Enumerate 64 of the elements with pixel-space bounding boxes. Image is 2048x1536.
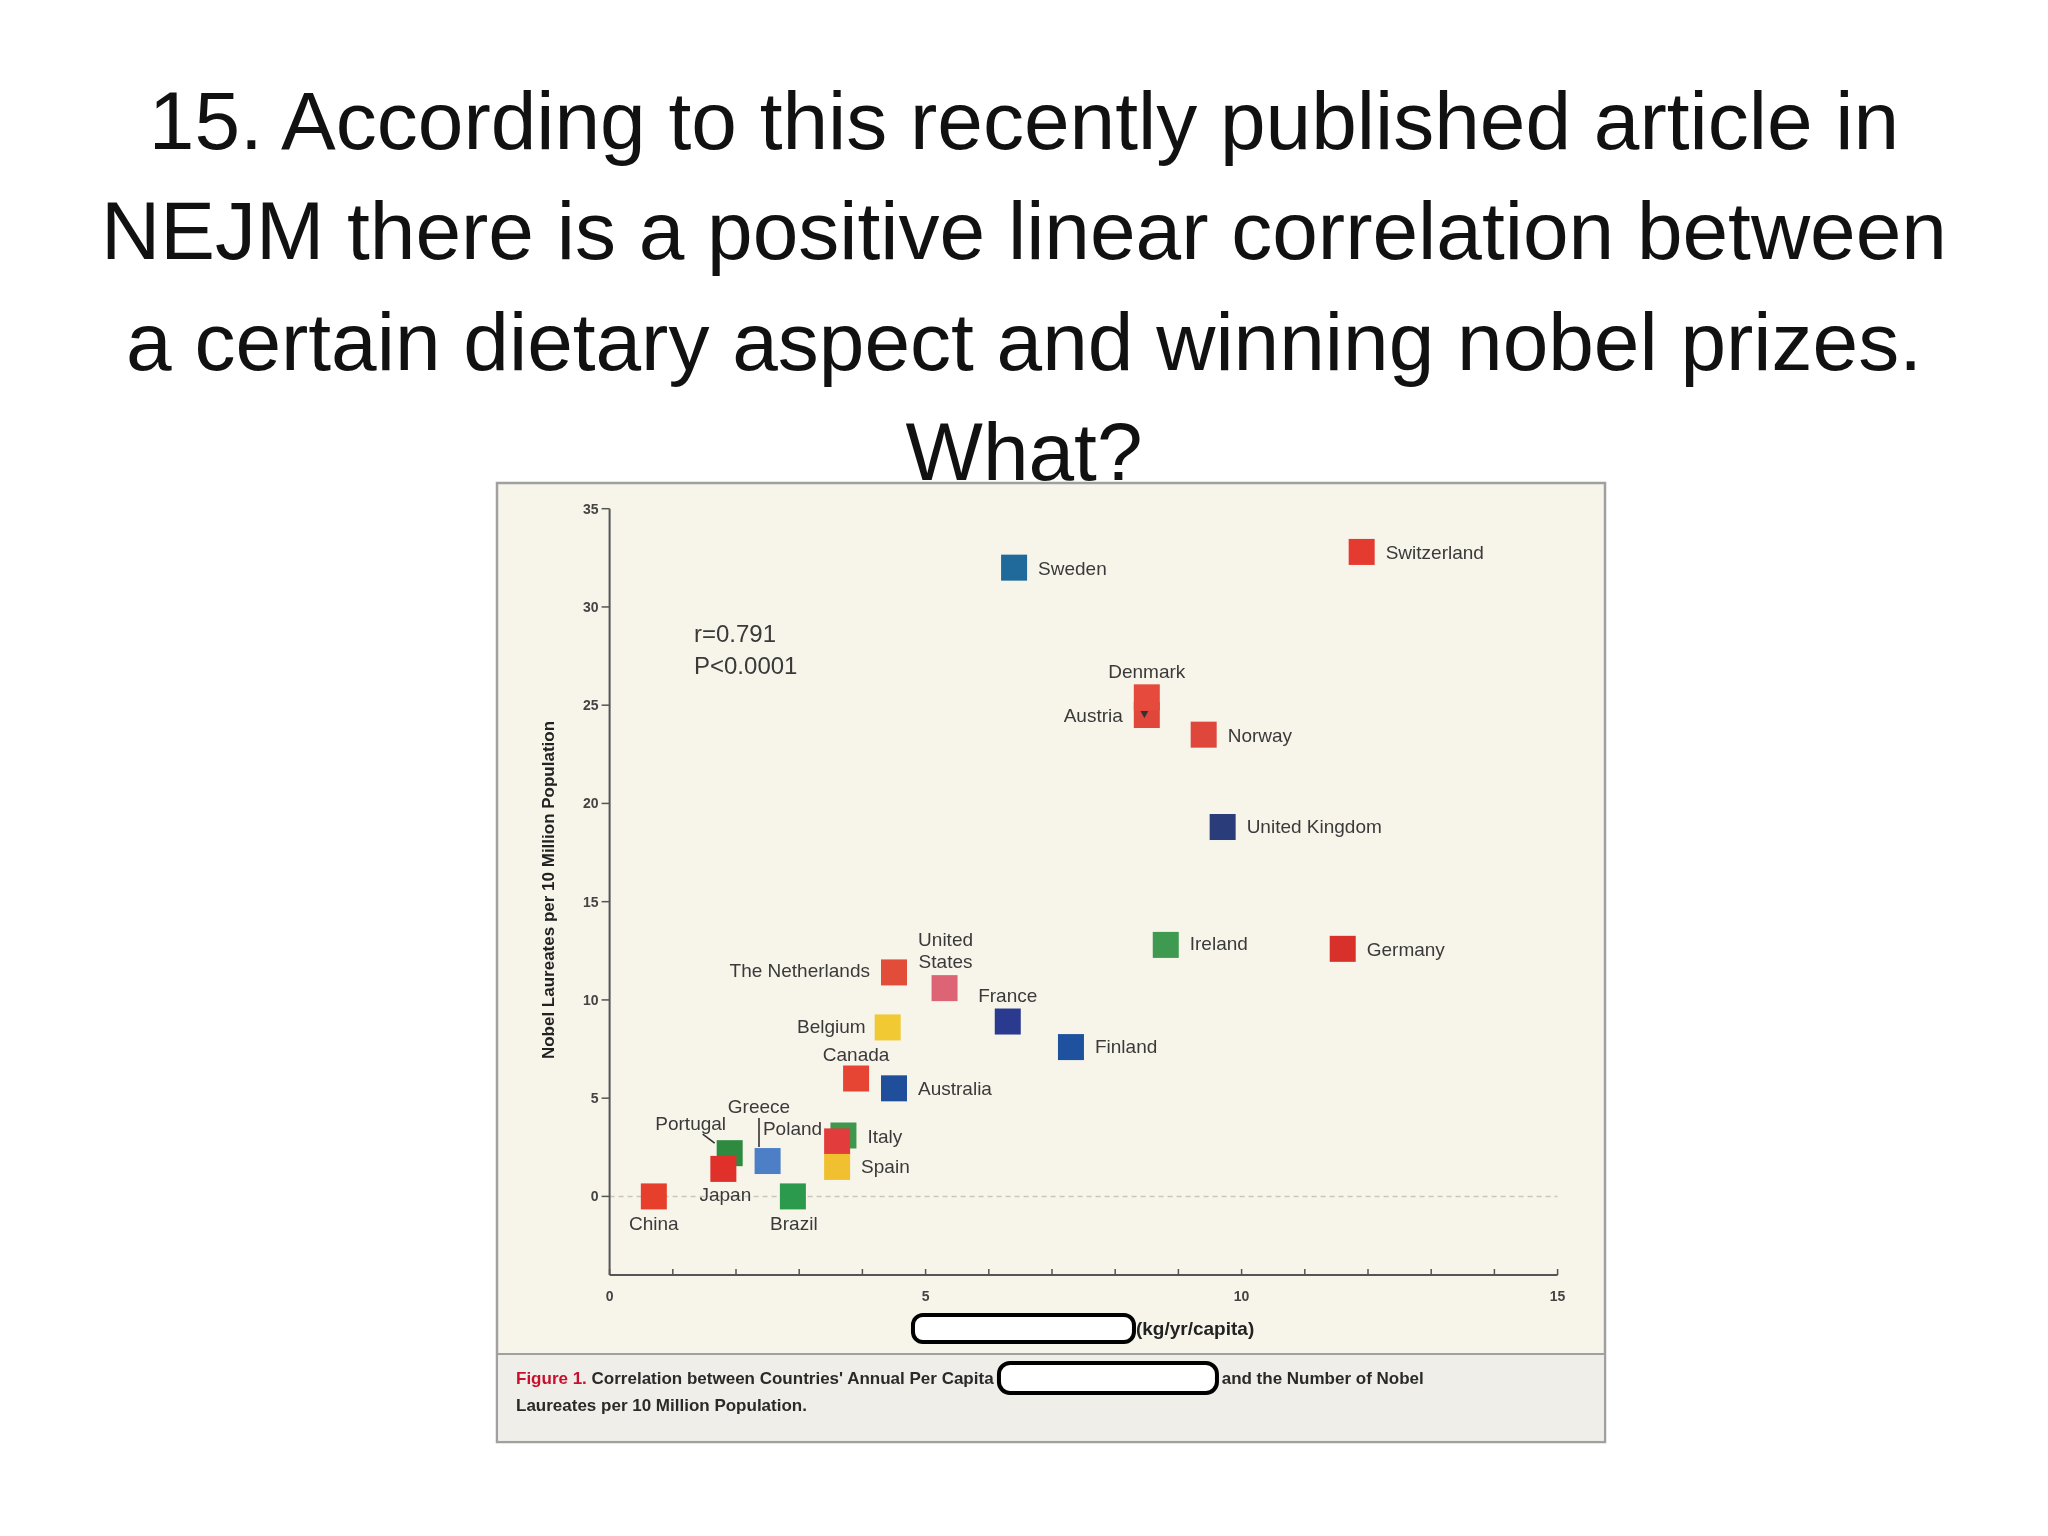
y-tick-label: 5 [590, 1090, 599, 1107]
series-label: United Kingdom [1246, 815, 1382, 837]
point [1057, 1034, 1084, 1061]
series-label: China [629, 1212, 680, 1234]
x-tick-label: 15 [1549, 1288, 1566, 1304]
point [881, 1075, 907, 1102]
series-label: Australia [918, 1077, 993, 1099]
point [1348, 538, 1375, 565]
point [1001, 554, 1028, 581]
x-tick-label: 0 [605, 1288, 614, 1304]
x-tick-label: 10 [1233, 1288, 1250, 1304]
series-label: Belgium [797, 1015, 866, 1037]
point [754, 1148, 781, 1175]
annotation: r=0.791 [694, 619, 777, 647]
point [824, 1153, 851, 1180]
text: and the Number of Nobel [1221, 1368, 1424, 1388]
text: Correlation between Countries' Annual Per Capita [591, 1368, 995, 1388]
point [824, 1128, 851, 1155]
series-label: Austria [1063, 704, 1124, 726]
series-label: Finland [1094, 1035, 1158, 1057]
series-label: United States [918, 928, 974, 972]
point [640, 1183, 667, 1210]
series-label: Portugal [655, 1112, 727, 1134]
x-axis-title: (kg/yr/capita) [1135, 1317, 1255, 1339]
y-tick-label: 0 [590, 1188, 599, 1205]
series-label: Poland [762, 1117, 823, 1139]
point [710, 1155, 737, 1182]
point [1133, 684, 1160, 711]
point [1329, 935, 1356, 962]
point [1209, 814, 1236, 841]
annotation: P<0.0001 [694, 651, 798, 679]
point [1190, 721, 1217, 748]
point [1152, 931, 1179, 958]
caption: Figure 1. [516, 1368, 587, 1388]
series-label: Denmark [1108, 660, 1186, 682]
point [874, 1014, 901, 1041]
y-tick-label: 10 [583, 991, 599, 1008]
series-label: Norway [1227, 724, 1293, 746]
series-label: Brazil [770, 1212, 818, 1234]
series-label: Japan [699, 1183, 752, 1205]
series-label: Switzerland [1385, 541, 1484, 563]
point [843, 1065, 870, 1092]
y-tick-label: 30 [583, 598, 599, 615]
y-axis-title: Nobel Laureates per 10 Million Population [538, 720, 558, 1060]
point [931, 975, 958, 1002]
y-tick-label: 35 [583, 500, 599, 517]
text: Laureates per 10 Million Population. [516, 1395, 807, 1415]
y-tick-label: 25 [583, 697, 599, 714]
point [994, 1008, 1021, 1035]
series-label: The Netherlands [729, 959, 870, 981]
series-label: Canada [822, 1043, 890, 1065]
point [881, 959, 907, 986]
y-tick-label: 20 [583, 795, 599, 812]
x-tick-label: 5 [921, 1288, 930, 1304]
series-label: Spain [861, 1155, 910, 1177]
series-label: France [978, 984, 1038, 1006]
point [779, 1183, 806, 1210]
chart-title: 15. According to this recently published article in NEJM there is a positive linear correlation between a certain dietary aspect and winning nobel prizes. What? [101, 74, 1947, 497]
series-label: Germany [1366, 938, 1446, 960]
series-label: Greece [727, 1095, 791, 1117]
y-tick-label: 15 [583, 893, 599, 910]
series-label: Sweden [1038, 557, 1107, 579]
series-label: Italy [867, 1125, 903, 1147]
series-label: Ireland [1189, 932, 1248, 954]
